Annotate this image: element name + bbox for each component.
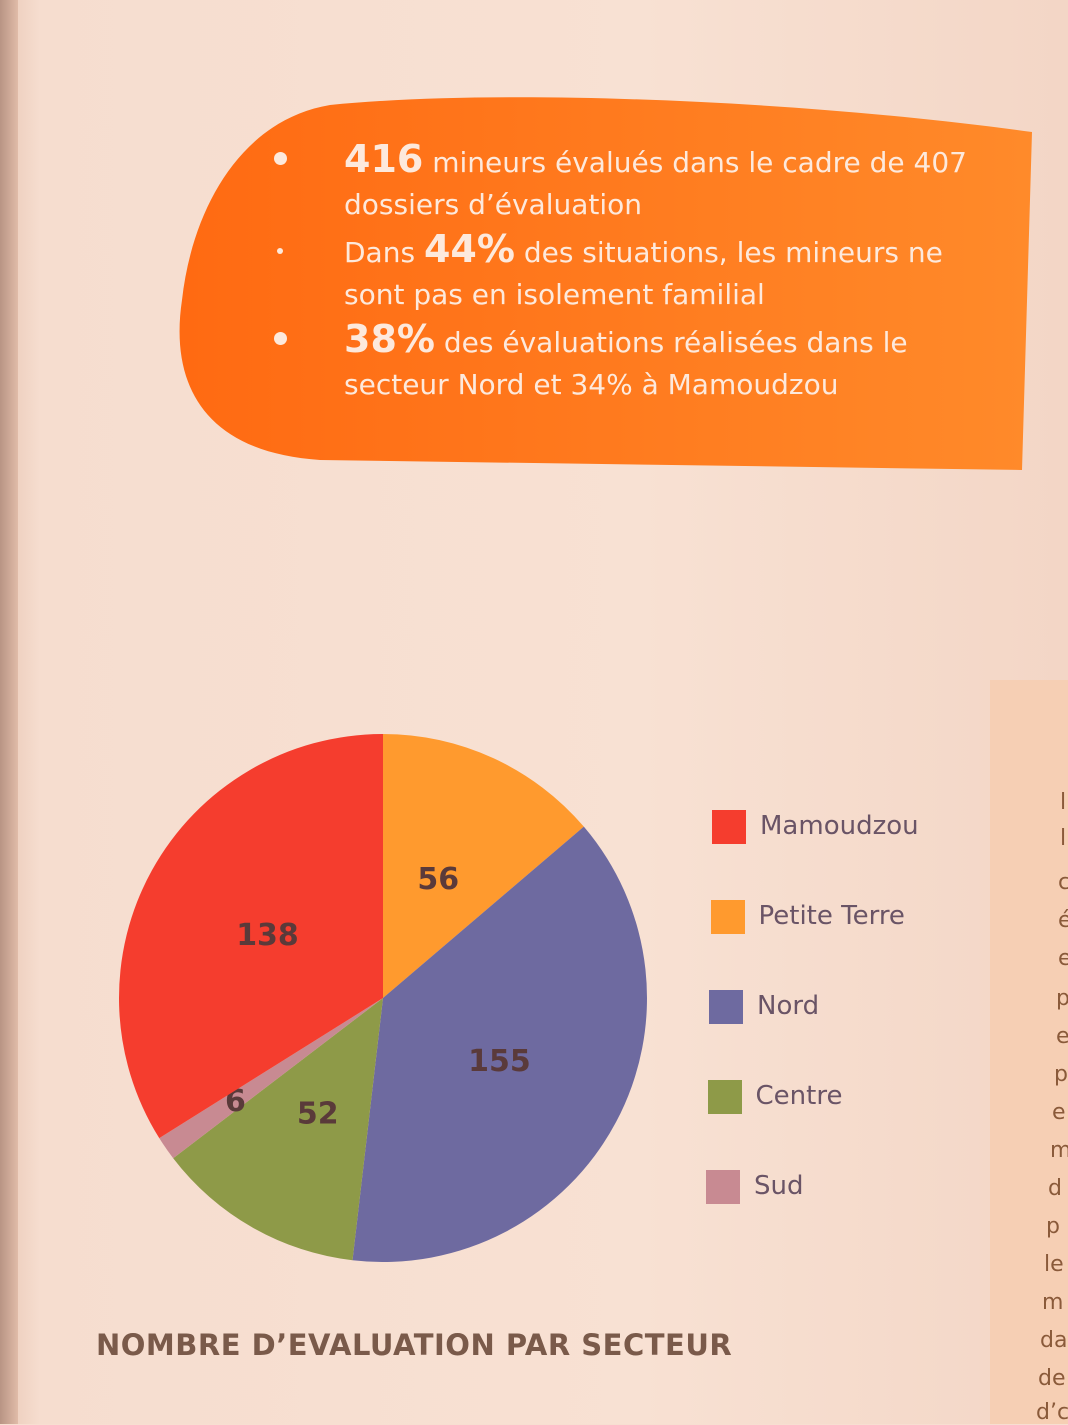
side-text-fragment: é [1058,908,1068,933]
highlight-text: des situations, les mineurs ne sont pas … [344,236,943,311]
side-text-fragment: p [1054,1062,1068,1087]
side-text-fragment: p [1056,986,1068,1011]
pie-slice-nord [352,826,647,1262]
highlight-text: mineurs évalués dans le cadre de 407 dos… [344,146,967,221]
side-text-fragment: e [1056,1024,1068,1049]
bullet-icon [277,248,283,254]
highlights-list: 416 mineurs évalués dans le cadre de 407… [262,138,982,408]
side-text-fragment: m [1050,1138,1068,1163]
pie-slice-centre [173,998,383,1261]
legend-swatch [710,900,745,934]
side-text-fragment: d’c [1036,1400,1068,1425]
side-text-fragment: e [1058,946,1068,971]
pie-slice-petite-terre [383,734,584,998]
legend-swatch [712,810,746,844]
side-text-fragment: e [1052,1100,1066,1125]
legend-label: Centre [755,1081,843,1111]
pie-data-label: 138 [236,918,299,953]
side-text-fragment: de [1038,1366,1066,1391]
bullet-icon [274,152,287,165]
side-text-fragment: da [1040,1328,1068,1353]
legend-label: Mamoudzou [760,811,919,841]
side-text-fragment: l [1060,790,1067,815]
legend-label: Nord [757,991,820,1021]
page-binding-shadow [0,0,18,1424]
side-text-fragment: d [1048,1176,1062,1201]
side-text-fragment: p [1046,1214,1060,1239]
side-text-fragment: m [1042,1290,1064,1315]
pie-data-label: 52 [297,1097,339,1132]
highlight-item: Dans 44% des situations, les mineurs ne … [262,228,982,316]
side-text-fragment: le [1044,1252,1064,1277]
highlight-prefix: Dans [344,236,424,269]
legend-swatch [707,1080,742,1114]
bullet-icon [274,332,287,345]
legend-swatch [706,1170,740,1204]
highlights-banner: 416 mineurs évalués dans le cadre de 407… [0,0,1068,500]
legend-label: Sud [754,1171,804,1201]
highlight-number: 416 [344,137,424,181]
pie-slice-sud [159,998,383,1159]
highlight-text: des évaluations réalisées dans le secteu… [344,326,908,401]
side-text-fragment: c [1058,870,1068,895]
pie-data-label: 155 [468,1044,531,1079]
highlight-number: 38% [344,317,435,361]
highlight-item: 38% des évaluations réalisées dans le se… [262,318,982,406]
highlight-number: 44% [423,227,515,271]
side-column: l l c é e p e p e m d p le m da de d’c [990,680,1068,1424]
pie-data-label: 56 [417,862,459,897]
chart-title: NOMBRE D’EVALUATION PAR SECTEUR [96,1328,733,1362]
pie-slice-mamoudzou [118,734,384,1139]
side-text-fragment: l [1060,826,1067,851]
legend-swatch [709,990,743,1024]
legend-label: Petite Terre [758,901,905,931]
highlight-item: 416 mineurs évalués dans le cadre de 407… [262,138,982,226]
banner-shape [179,97,1033,471]
